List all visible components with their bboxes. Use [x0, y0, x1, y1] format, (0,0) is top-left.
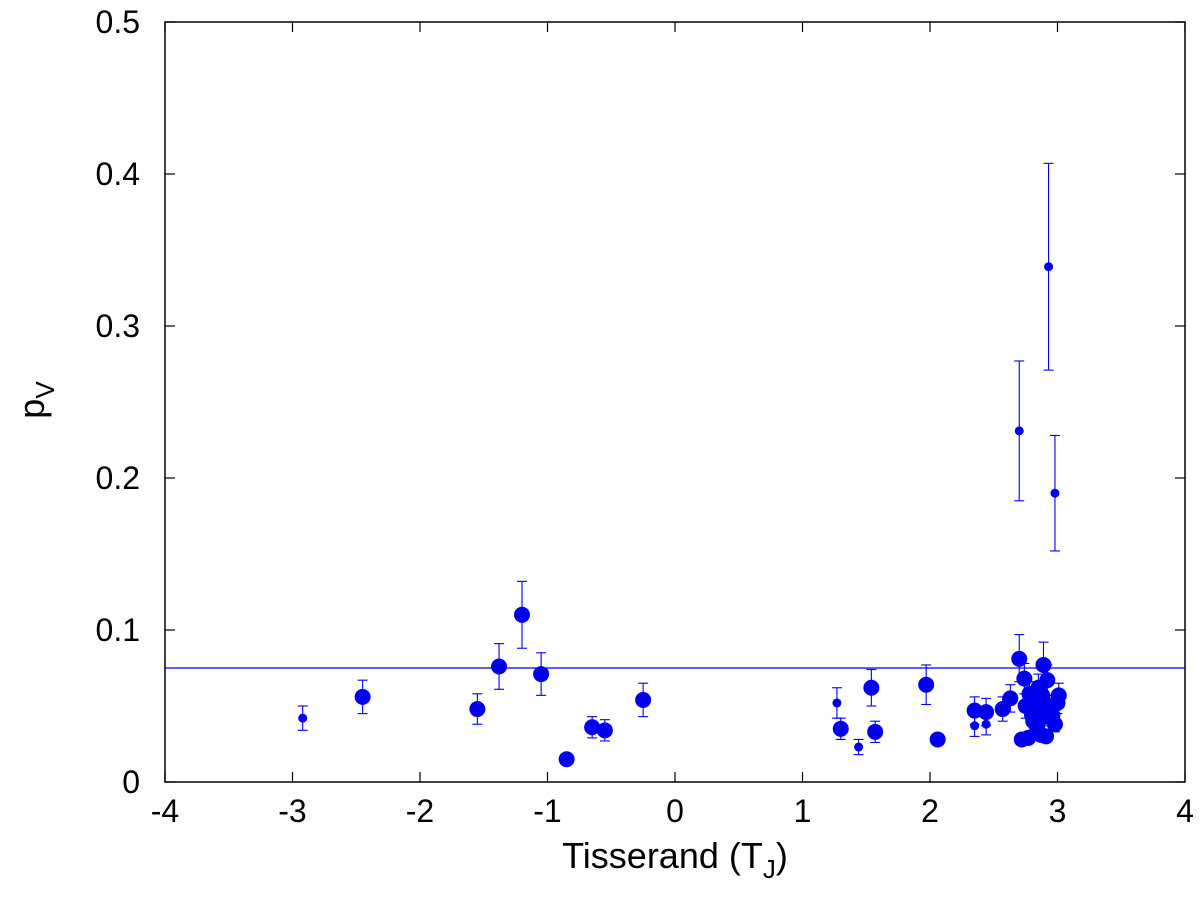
point-marker	[970, 721, 980, 731]
data-point	[297, 705, 308, 731]
x-tick-label: 4	[1176, 793, 1194, 829]
point-marker	[1039, 672, 1056, 689]
point-marker	[929, 731, 946, 748]
data-point	[584, 716, 601, 739]
point-marker	[1011, 650, 1028, 667]
y-tick-label: 0.4	[96, 156, 140, 192]
data-point	[1046, 716, 1063, 733]
data-point	[1043, 162, 1054, 371]
data-point	[929, 731, 946, 748]
data-point	[1038, 728, 1055, 745]
data-point	[832, 717, 849, 740]
point-marker	[918, 676, 935, 693]
point-marker	[1014, 426, 1024, 436]
point-marker	[1050, 488, 1060, 498]
axis-tick-labels: -4 -3 -2 -1 0 1 2 3 4 0 0.1 0.2 0.3 0.4 0.5	[96, 4, 1194, 829]
data-point	[1049, 434, 1060, 552]
point-marker	[1038, 728, 1055, 745]
point-marker	[354, 688, 371, 705]
point-marker	[1050, 687, 1067, 704]
x-tick-label: -4	[151, 793, 179, 829]
point-marker	[584, 719, 601, 736]
data-point	[558, 751, 575, 768]
point-marker	[832, 720, 849, 737]
point-marker	[981, 719, 991, 729]
data-point	[867, 720, 884, 744]
x-tick-label: 1	[794, 793, 812, 829]
point-marker	[596, 722, 613, 739]
point-marker	[854, 742, 864, 752]
axis-ticks	[164, 21, 1186, 783]
data-point	[491, 643, 508, 690]
point-marker	[635, 691, 652, 708]
x-tick-label: 0	[666, 793, 684, 829]
x-tick-label: 2	[921, 793, 939, 829]
point-marker	[863, 679, 880, 696]
data-point	[635, 682, 652, 718]
data-point	[1014, 360, 1025, 502]
point-marker	[1020, 729, 1037, 746]
y-tick-label: 0.5	[96, 4, 140, 40]
data-point	[596, 719, 613, 742]
data-point	[354, 679, 371, 715]
data-point	[831, 687, 842, 719]
y-tick-label: 0.1	[96, 612, 140, 648]
point-marker	[558, 751, 575, 768]
point-marker	[1016, 670, 1033, 687]
point-marker	[514, 606, 530, 623]
x-axis-label: Tisserand (TJ)	[562, 835, 788, 884]
point-marker	[533, 666, 550, 683]
y-axis-label: pV	[11, 381, 60, 419]
x-tick-label: -1	[533, 793, 561, 829]
x-tick-label: -2	[406, 793, 434, 829]
point-marker	[1044, 262, 1054, 272]
data-point	[981, 713, 992, 736]
point-marker	[1046, 716, 1063, 733]
data-point	[469, 693, 486, 725]
point-marker	[298, 713, 308, 723]
data-point	[863, 668, 880, 707]
point-marker	[491, 658, 508, 675]
data-point	[1020, 729, 1037, 746]
point-marker	[832, 698, 842, 708]
y-tick-label: 0.3	[96, 308, 140, 344]
data-point	[533, 652, 550, 696]
y-tick-label: 0.2	[96, 460, 140, 496]
data-point	[918, 664, 935, 706]
point-marker	[867, 723, 884, 740]
x-tick-label: 3	[1049, 793, 1067, 829]
data-point	[1050, 682, 1067, 709]
data-point	[514, 580, 530, 649]
y-tick-label: 0	[122, 764, 140, 800]
data-point	[853, 738, 864, 756]
data-point	[1002, 684, 1019, 713]
data-points	[297, 162, 1067, 768]
point-marker	[978, 704, 995, 721]
plot-area	[164, 21, 1186, 783]
point-marker	[469, 701, 486, 718]
data-point	[969, 714, 980, 737]
x-tick-label: -3	[278, 793, 306, 829]
point-marker	[1002, 690, 1019, 707]
